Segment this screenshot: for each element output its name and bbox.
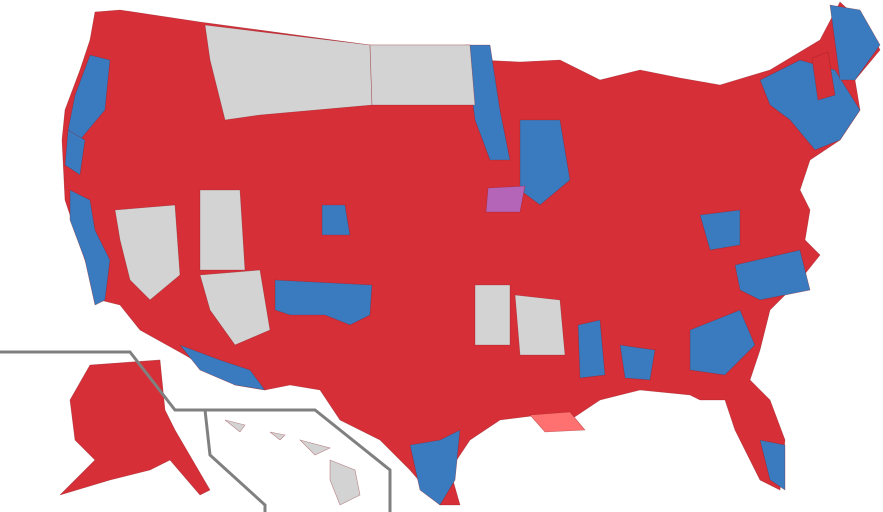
region-wisconsin-south [519,119,571,206]
region-arkansas [514,294,566,356]
region-north-carolina [734,249,811,301]
region-mississippi-delta [577,319,606,379]
region-georgia [689,309,756,376]
region-arizona-south [179,344,266,391]
inset-border [0,350,392,512]
region-oklahoma-east [474,284,511,346]
region-alabama-black-belt [619,344,656,381]
region-iowa-central [485,185,526,213]
region-colorado-denver [321,204,351,236]
region-minnesota-west [464,44,511,161]
region-florida-south [759,439,786,491]
region-california-coast [69,189,111,306]
region-north-dakota [369,44,476,106]
region-utah [199,189,246,271]
region-new-hampshire [811,51,836,101]
region-alaska [59,359,211,496]
region-new-england [759,59,861,151]
region-louisiana-coast [529,411,586,433]
region-virginia [699,209,741,251]
region-maine [829,4,881,81]
region-arizona-north [199,269,271,346]
region-montana [204,24,373,121]
region-hawaii [224,419,361,506]
region-new-mexico [274,279,373,326]
region-oregon-coast [64,129,86,176]
region-texas-south [409,429,461,506]
region-nevada [114,204,181,301]
